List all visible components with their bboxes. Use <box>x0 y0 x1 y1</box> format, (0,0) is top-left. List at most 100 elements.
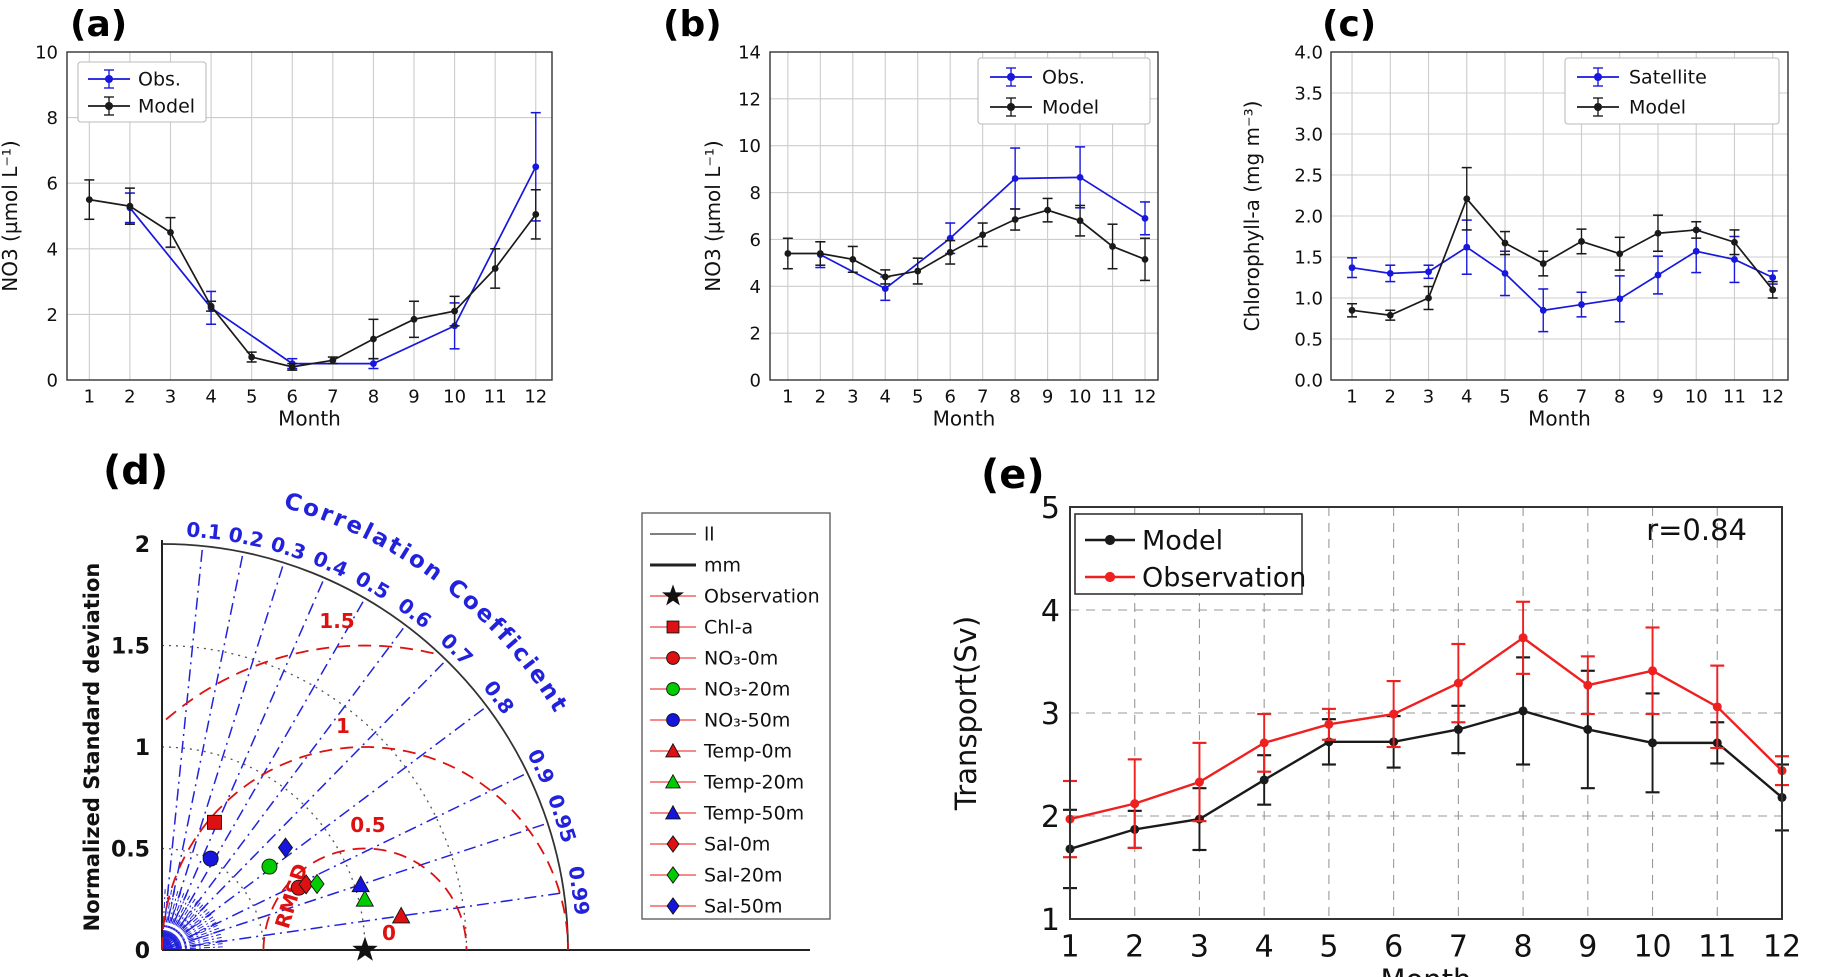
x-tick-label: 6 <box>287 387 298 408</box>
marker-circle <box>666 713 680 727</box>
taylor-rmsd-labels: 0.5 1 1.5 0 RMSD <box>270 609 396 945</box>
std-axis-labels: 0 0.5 1 1.5 2 Normalized Standard deviation <box>80 533 150 964</box>
y-tick-label: 3.5 <box>1294 83 1323 104</box>
marker-star <box>352 936 378 961</box>
rmsd-arc-label: 1 <box>336 714 350 738</box>
x-tick-label: 11 <box>484 387 507 408</box>
axes-labels: 0.00.51.01.52.02.53.03.54.01 2 3 4 5 6 7 8 9 10 11… <box>1240 42 1784 430</box>
series-Model <box>84 179 541 371</box>
y-tick-label: 8 <box>750 183 761 204</box>
x-tick-label: 6 <box>1384 930 1403 965</box>
x-tick-label: 1 <box>1346 387 1357 408</box>
x-tick-label: 11 <box>1698 930 1736 965</box>
x-tick-label: 2 <box>1125 930 1144 965</box>
marker-diamond <box>298 874 314 895</box>
x-tick-label: 12 <box>1763 930 1801 965</box>
panel-(e)-chart: 12345123456789101112MonthTransport(Sv)r=… <box>949 491 1801 977</box>
legend-label: Model <box>138 96 195 118</box>
panel-d-label: (d) <box>103 448 169 494</box>
x-tick-label: 12 <box>1761 387 1784 408</box>
panel-b-label: (b) <box>663 4 722 45</box>
correlation-annotation: r=0.84 <box>1646 513 1747 547</box>
y-tick-label: 1.0 <box>1294 288 1323 309</box>
x-tick-label: 2 <box>815 387 826 408</box>
x-axis-title: Month <box>933 407 996 431</box>
marker-square <box>207 814 222 830</box>
y-tick-label: 2.0 <box>1294 206 1323 227</box>
y-axis-title: NO3 (µmol L⁻¹) <box>701 140 725 291</box>
corr-tick-label: 0.5 <box>351 566 394 605</box>
legend-label: Model <box>1042 97 1099 119</box>
marker-diamond <box>277 837 294 858</box>
y-tick-label: 6 <box>750 230 761 251</box>
marker-diamond <box>666 897 680 915</box>
corr-tick-label: 0.9 <box>523 745 560 787</box>
panel-(d)-chart: 0.1 0.2 0.3 0.40.50.60.70.80.90.950.990.511… <box>80 488 831 964</box>
x-tick-label: 7 <box>1576 387 1587 408</box>
std-tick-label: 0 <box>135 939 150 964</box>
y-tick-label: 4 <box>750 277 761 298</box>
x-tick-label: 9 <box>1578 930 1597 965</box>
marker-diamond <box>666 835 680 853</box>
x-tick-label: 8 <box>1514 930 1533 965</box>
legend-label: Satellite <box>1629 67 1707 89</box>
series-Model <box>1063 656 1789 890</box>
y-axis-title: Normalized Standard deviation <box>80 563 104 932</box>
x-tick-label: 7 <box>977 387 988 408</box>
y-tick-label: 6 <box>47 174 58 195</box>
corr-tick-label: 0.8 <box>479 676 519 719</box>
legend-label: Temp-50m <box>703 803 804 825</box>
legend-label: Temp-0m <box>703 741 792 763</box>
legend-label: Model <box>1142 525 1223 556</box>
y-tick-label: 2 <box>47 305 58 326</box>
rmsd-arc-label: 1.5 <box>319 609 354 633</box>
marker-star <box>662 584 684 606</box>
x-tick-label: 3 <box>1423 387 1434 408</box>
legend-label: Temp-20m <box>703 772 804 794</box>
x-tick-label: 6 <box>1538 387 1549 408</box>
rmsd-title: RMSD <box>270 861 312 931</box>
corr-tick-label: 0.2 <box>226 522 266 553</box>
x-tick-label: 3 <box>1190 930 1209 965</box>
x-tick-label: 9 <box>408 387 419 408</box>
y-tick-label: 3.0 <box>1294 124 1323 145</box>
marker-circle <box>261 858 278 875</box>
x-tick-label: 10 <box>443 387 466 408</box>
y-tick-label: 4.0 <box>1294 42 1323 63</box>
x-tick-label: 4 <box>1461 387 1472 408</box>
panel-c-label: (c) <box>1322 4 1377 45</box>
std-tick-label: 1 <box>135 736 150 761</box>
axes-labels: 12345123456789101112MonthTransport(Sv)r=… <box>949 491 1801 977</box>
series-Model <box>1347 166 1778 321</box>
x-tick-label: 7 <box>327 387 338 408</box>
taylor-points <box>202 814 411 961</box>
marker-triangle <box>665 773 681 789</box>
y-tick-label: 10 <box>35 42 58 63</box>
corr-tick-label: 0.99 <box>564 864 595 916</box>
x-tick-label: 3 <box>165 387 176 408</box>
y-tick-label: 0 <box>750 370 761 391</box>
y-tick-label: 14 <box>738 42 761 63</box>
y-tick-label: 1.5 <box>1294 247 1323 268</box>
marker-diamond <box>309 873 325 895</box>
std-tick-label: 1.5 <box>111 635 150 660</box>
y-axis-title: Transport(Sv) <box>949 616 983 811</box>
plot-frame <box>1069 506 1783 920</box>
y-tick-label: 4 <box>1041 594 1060 629</box>
marker-circle <box>666 682 680 696</box>
corr-tick-label: 0.95 <box>543 791 581 845</box>
plot-frame <box>66 51 553 381</box>
legend-label: Sal-20m <box>704 865 783 887</box>
x-tick-label: 5 <box>912 387 923 408</box>
legend-label: ll <box>704 524 715 546</box>
plot-frame <box>769 51 1159 381</box>
marker-triangle <box>665 742 681 758</box>
panel-(c)-chart: 0.00.51.01.52.02.53.03.54.01 2 3 4 5 6 7 8 9 10 11… <box>1240 42 1789 431</box>
series-Satellite <box>1347 219 1778 333</box>
legend-label: NO₃-20m <box>704 679 790 701</box>
marker-triangle <box>351 875 370 893</box>
legend: ll mm Observation Chl-a NO₃-0m NO₃-20m NO₃-50m… <box>641 512 831 920</box>
x-tick-label: 12 <box>1134 387 1157 408</box>
